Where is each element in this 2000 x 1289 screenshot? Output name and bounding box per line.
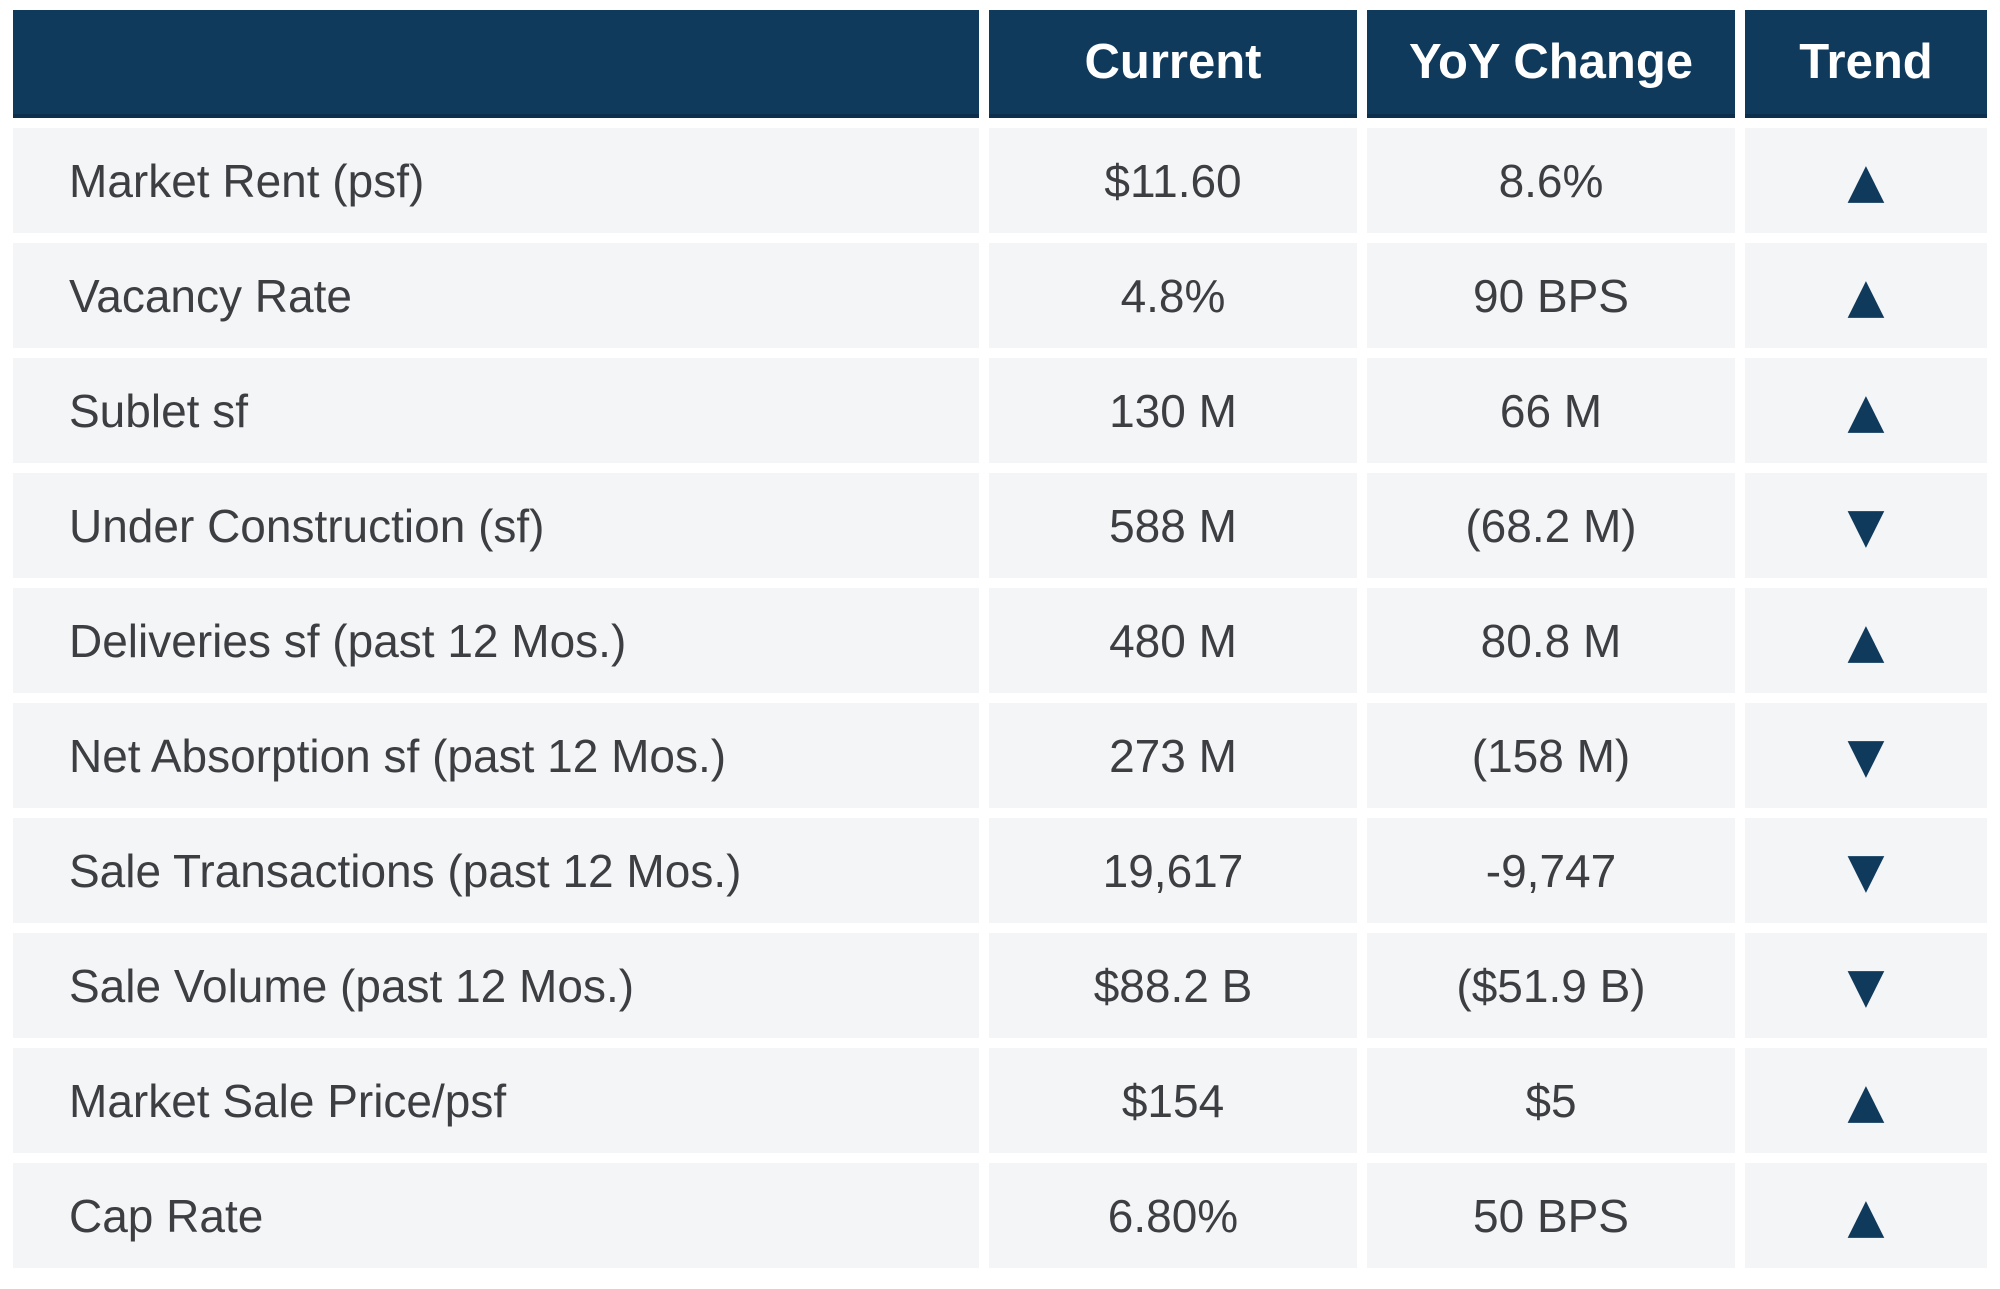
trend-down-icon: ▼: [1745, 933, 1987, 1038]
yoy-value: 50 BPS: [1367, 1163, 1735, 1268]
row-label: Market Rent (psf): [13, 128, 979, 233]
row-label: Cap Rate: [13, 1163, 979, 1268]
column-header-metric: [13, 10, 979, 118]
row-label: Sublet sf: [13, 358, 979, 463]
trend-up-icon: ▲: [1745, 128, 1987, 233]
trend-up-icon: ▲: [1745, 243, 1987, 348]
row-label: Sale Transactions (past 12 Mos.): [13, 818, 979, 923]
column-header-yoy-change: YoY Change: [1367, 10, 1735, 118]
trend-down-icon: ▼: [1745, 473, 1987, 578]
yoy-value: 66 M: [1367, 358, 1735, 463]
yoy-value: $5: [1367, 1048, 1735, 1153]
trend-up-icon: ▲: [1745, 1163, 1987, 1268]
trend-up-icon: ▲: [1745, 1048, 1987, 1153]
row-label: Under Construction (sf): [13, 473, 979, 578]
current-value: 130 M: [989, 358, 1357, 463]
yoy-value: ($51.9 B): [1367, 933, 1735, 1038]
row-label: Market Sale Price/psf: [13, 1048, 979, 1153]
trend-up-icon: ▲: [1745, 588, 1987, 693]
row-label: Vacancy Rate: [13, 243, 979, 348]
yoy-value: 8.6%: [1367, 128, 1735, 233]
current-value: $11.60: [989, 128, 1357, 233]
column-header-current: Current: [989, 10, 1357, 118]
row-label: Net Absorption sf (past 12 Mos.): [13, 703, 979, 808]
row-label: Deliveries sf (past 12 Mos.): [13, 588, 979, 693]
current-value: $88.2 B: [989, 933, 1357, 1038]
current-value: 480 M: [989, 588, 1357, 693]
current-value: 273 M: [989, 703, 1357, 808]
current-value: 4.8%: [989, 243, 1357, 348]
trend-down-icon: ▼: [1745, 818, 1987, 923]
yoy-value: (68.2 M): [1367, 473, 1735, 578]
current-value: $154: [989, 1048, 1357, 1153]
yoy-value: 90 BPS: [1367, 243, 1735, 348]
current-value: 588 M: [989, 473, 1357, 578]
trend-down-icon: ▼: [1745, 703, 1987, 808]
current-value: 19,617: [989, 818, 1357, 923]
row-label: Sale Volume (past 12 Mos.): [13, 933, 979, 1038]
trend-up-icon: ▲: [1745, 358, 1987, 463]
yoy-value: (158 M): [1367, 703, 1735, 808]
yoy-value: 80.8 M: [1367, 588, 1735, 693]
column-header-trend: Trend: [1745, 10, 1987, 118]
yoy-value: -9,747: [1367, 818, 1735, 923]
current-value: 6.80%: [989, 1163, 1357, 1268]
